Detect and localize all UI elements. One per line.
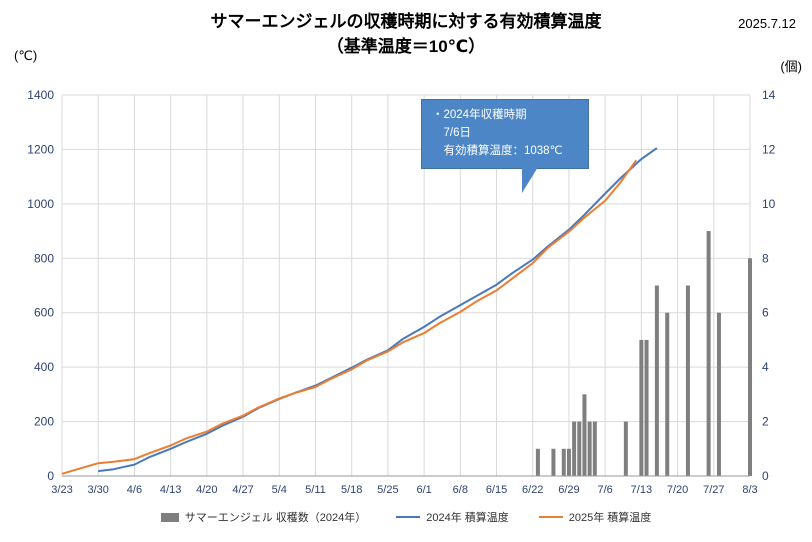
svg-text:800: 800 <box>34 251 54 265</box>
svg-text:400: 400 <box>34 360 54 374</box>
left-axis-unit: (℃) <box>14 48 38 63</box>
legend-item-2025-line: 2025年 積算温度 <box>538 509 652 525</box>
chart-legend: サマーエンジェル 収穫数（2024年） 2024年 積算温度 2025年 積算温… <box>0 509 812 525</box>
svg-text:1200: 1200 <box>27 142 54 156</box>
svg-text:1000: 1000 <box>27 197 54 211</box>
svg-text:8: 8 <box>762 251 769 265</box>
annotation-line1: ・2024年収穫時期 <box>432 109 527 121</box>
legend-label-2024: 2024年 積算温度 <box>426 512 509 524</box>
svg-text:1400: 1400 <box>27 88 54 102</box>
svg-text:5/18: 5/18 <box>341 484 362 496</box>
axis-tick-labels: 0 200 400 600 800 1000 1200 1400 0 2 4 6 8 10 12 14 3/23… <box>27 88 775 496</box>
right-axis-unit: (個) <box>780 59 802 74</box>
svg-text:0: 0 <box>47 469 54 483</box>
svg-text:4/27: 4/27 <box>232 484 253 496</box>
svg-text:6: 6 <box>762 306 769 320</box>
svg-text:6/15: 6/15 <box>486 484 507 496</box>
svg-text:4/13: 4/13 <box>160 484 181 496</box>
svg-text:12: 12 <box>762 142 776 156</box>
svg-text:4/6: 4/6 <box>127 484 142 496</box>
svg-text:2: 2 <box>762 415 769 429</box>
annotation-callout: ・2024年収穫時期 7/6日 有効積算温度：1038℃ <box>421 99 589 194</box>
svg-text:5/25: 5/25 <box>377 484 398 496</box>
line-2024-swatch-icon <box>396 516 421 518</box>
chart-title-line1: サマーエンジェルの収穫時期に対する有効積算温度 <box>210 12 602 31</box>
legend-label-2025: 2025年 積算温度 <box>568 512 652 524</box>
svg-text:6/1: 6/1 <box>416 484 431 496</box>
svg-text:0: 0 <box>762 469 769 483</box>
svg-text:7/20: 7/20 <box>667 484 688 496</box>
svg-text:5/4: 5/4 <box>272 484 287 496</box>
annotation-callout-tail <box>522 167 538 194</box>
svg-text:3/30: 3/30 <box>87 484 108 496</box>
legend-item-harvest-bars: サマーエンジェル 収穫数（2024年） <box>160 509 367 525</box>
svg-text:4/20: 4/20 <box>196 484 217 496</box>
legend-label-harvest: サマーエンジェル 収穫数（2024年） <box>184 512 367 524</box>
svg-text:8/3: 8/3 <box>742 484 757 496</box>
bar-swatch-icon <box>160 512 179 522</box>
annotation-line2: 7/6日 <box>432 126 471 139</box>
annotation-line3: 有効積算温度：1038℃ <box>432 144 563 157</box>
svg-text:600: 600 <box>34 306 54 320</box>
svg-text:5/11: 5/11 <box>305 484 326 496</box>
svg-text:10: 10 <box>762 197 776 211</box>
legend-item-2024-line: 2024年 積算温度 <box>396 509 509 525</box>
svg-text:6/22: 6/22 <box>522 484 543 496</box>
date-label: 2025.7.12 <box>738 16 796 31</box>
svg-text:7/6: 7/6 <box>598 484 613 496</box>
chart-title-line2: （基準温度＝10℃） <box>326 36 486 56</box>
svg-text:14: 14 <box>762 88 776 102</box>
svg-text:3/23: 3/23 <box>51 484 72 496</box>
harvest-bars <box>535 231 752 476</box>
chart-title: サマーエンジェルの収穫時期に対する有効積算温度 （基準温度＝10℃） <box>0 10 812 59</box>
line-2025-swatch-icon <box>538 516 563 518</box>
svg-text:7/13: 7/13 <box>631 484 652 496</box>
svg-text:6/29: 6/29 <box>558 484 579 496</box>
svg-text:4: 4 <box>762 360 769 374</box>
line-2025 <box>61 159 638 475</box>
svg-text:200: 200 <box>34 415 54 429</box>
svg-text:6/8: 6/8 <box>453 484 468 496</box>
svg-text:7/27: 7/27 <box>703 484 724 496</box>
